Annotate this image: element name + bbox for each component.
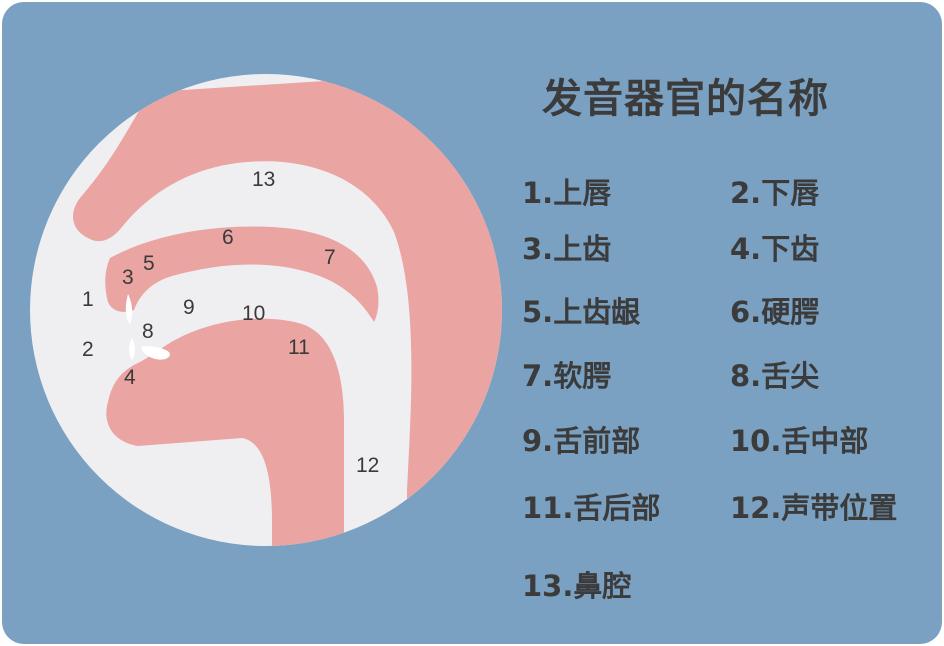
lower-teeth-shape — [129, 338, 135, 360]
legend-item-6: 6.硬腭 — [730, 295, 820, 329]
label-soft-palate: 7 — [324, 246, 336, 269]
legend-item-5: 5.上齿龈 — [522, 295, 641, 329]
label-tongue-back: 11 — [288, 336, 310, 359]
upper-teeth-shape — [125, 294, 133, 324]
diagram-title: 发音器官的名称 — [542, 76, 829, 122]
legend-item-8: 8.舌尖 — [730, 359, 820, 393]
legend-item-12: 12.声带位置 — [730, 491, 898, 525]
legend-item-13: 13.鼻腔 — [522, 569, 632, 603]
label-lower-lip: 2 — [82, 338, 94, 361]
legend-item-4: 4.下齿 — [730, 232, 820, 266]
legend-item-9: 9.舌前部 — [522, 424, 641, 458]
label-tongue-tip: 8 — [142, 320, 154, 343]
legend-item-7: 7.软腭 — [522, 359, 612, 393]
label-upper-teeth: 3 — [122, 266, 134, 289]
label-lower-teeth: 4 — [124, 366, 136, 389]
legend-item-1: 1.上唇 — [522, 176, 612, 210]
legend-item-11: 11.舌后部 — [522, 491, 661, 525]
tongue-shape — [106, 318, 344, 546]
label-tongue-middle: 10 — [242, 302, 265, 325]
tongue-tip-gap — [141, 346, 170, 360]
label-upper-lip: 1 — [82, 288, 94, 311]
label-tongue-front: 9 — [183, 296, 195, 319]
legend-item-3: 3.上齿 — [522, 232, 612, 266]
label-hard-palate: 6 — [222, 226, 234, 249]
palate-shape — [105, 226, 379, 322]
label-alveolar-ridge: 5 — [143, 252, 155, 275]
label-nasal-cavity: 13 — [252, 168, 275, 191]
legend-item-10: 10.舌中部 — [730, 424, 869, 458]
label-vocal-cords: 12 — [356, 454, 379, 477]
legend-item-2: 2.下唇 — [730, 176, 820, 210]
